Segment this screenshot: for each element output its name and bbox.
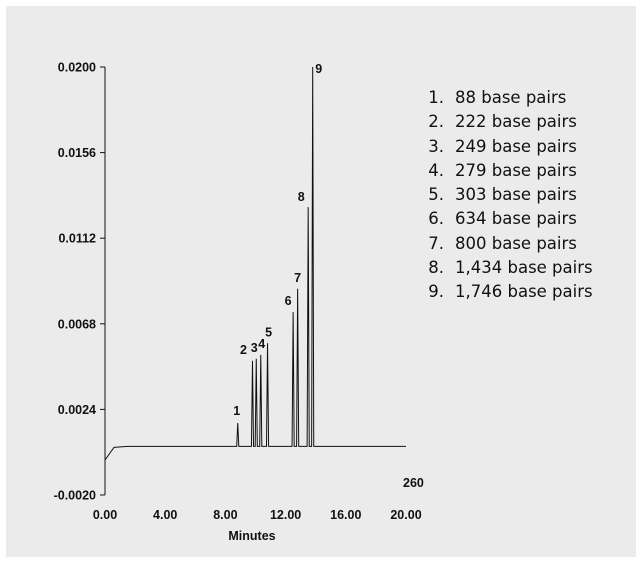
- x-tick-label: 12.00: [270, 508, 301, 522]
- y-tick-label: 0.0112: [58, 232, 96, 246]
- legend: 1. 88 base pairs 2. 222 base pairs 3. 249 bas…: [418, 86, 593, 305]
- peak-label: 3: [251, 341, 258, 355]
- y-ticks: -0.0020 0.0024 0.0068 0.0112 0.0156 0.0200: [54, 61, 105, 503]
- legend-number: 4.: [428, 160, 444, 180]
- x-tick-label: 4.00: [153, 508, 177, 522]
- peak-label: 8: [298, 190, 305, 204]
- legend-number: 2.: [428, 112, 444, 132]
- legend-item: 4. 279 base pairs: [418, 159, 593, 183]
- corner-label: 260: [403, 476, 424, 490]
- legend-text: 222 base pairs: [455, 112, 577, 132]
- legend-text: 800 base pairs: [455, 233, 577, 253]
- peak-label: 7: [294, 271, 301, 285]
- x-axis-title: Minutes: [228, 529, 275, 543]
- y-tick-label: 0.0024: [58, 403, 96, 417]
- peak-label: 1: [233, 404, 240, 418]
- legend-item: 3. 249 base pairs: [418, 135, 593, 159]
- legend-item: 9. 1,746 base pairs: [418, 280, 593, 304]
- legend-text: 634 base pairs: [455, 209, 577, 229]
- peak-label: 4: [258, 337, 265, 351]
- chart-panel: [6, 6, 636, 557]
- legend-number: 5.: [428, 185, 444, 205]
- legend-number: 7.: [428, 233, 444, 253]
- legend-number: 1.: [428, 88, 444, 107]
- legend-number: 9.: [428, 282, 444, 302]
- legend-item: 6. 634 base pairs: [418, 207, 593, 231]
- legend-text: 1,434 base pairs: [455, 258, 593, 278]
- x-tick-label: 16.00: [330, 508, 361, 522]
- legend-number: 3.: [428, 136, 444, 156]
- peak-label: 2: [240, 343, 247, 357]
- x-ticks: 0.00 4.00 8.00 12.00 16.00 20.00: [93, 508, 422, 522]
- legend-text: 88 base pairs: [455, 88, 567, 107]
- legend-item: 8. 1,434 base pairs: [418, 256, 593, 280]
- x-tick-label: 0.00: [93, 508, 117, 522]
- x-tick-label: 8.00: [213, 508, 237, 522]
- peak-labels: 1 2 3 45 67 8 9: [233, 62, 322, 418]
- legend-item: 2. 222 base pairs: [418, 110, 593, 134]
- y-tick-label: -0.0020: [54, 489, 96, 503]
- y-tick-label: 0.0156: [58, 146, 96, 160]
- legend-item: 5. 303 base pairs: [418, 183, 593, 207]
- legend-text: 279 base pairs: [455, 160, 577, 180]
- legend-item: 7. 800 base pairs: [418, 232, 593, 256]
- legend-number: 8.: [428, 258, 444, 278]
- legend-text: 249 base pairs: [455, 136, 577, 156]
- peak-label: 9: [315, 62, 322, 76]
- y-tick-label: 0.0200: [58, 61, 96, 75]
- peak-label: 6: [285, 294, 292, 308]
- chromatogram-trace: [104, 66, 406, 461]
- legend-number: 6.: [428, 209, 444, 229]
- legend-text: 1,746 base pairs: [455, 282, 593, 302]
- y-tick-label: 0.0068: [58, 317, 96, 331]
- x-tick-label: 20.00: [390, 508, 421, 522]
- legend-text: 303 base pairs: [455, 185, 577, 205]
- peak-label: 5: [265, 325, 272, 339]
- legend-item: 1. 88 base pairs: [418, 86, 593, 110]
